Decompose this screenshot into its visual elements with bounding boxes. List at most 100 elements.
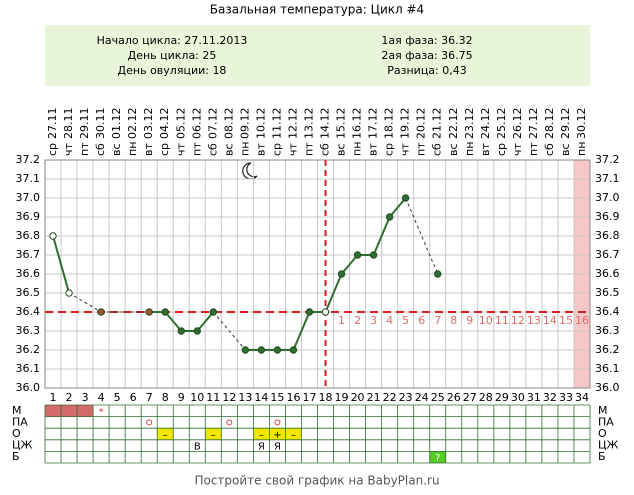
x-tick-label: 19 xyxy=(335,391,349,404)
y-tick-label: 36.8 xyxy=(16,229,41,242)
luteal-day-label: 7 xyxy=(434,314,441,327)
data-point xyxy=(385,213,394,221)
x-tick-label: 33 xyxy=(559,391,573,404)
data-point xyxy=(305,308,314,316)
symptom-text: В xyxy=(194,442,201,453)
date-label: 13.12 xyxy=(302,108,315,140)
data-point xyxy=(434,270,442,278)
x-tick-label: 13 xyxy=(238,391,252,404)
symptom-cell xyxy=(285,428,302,440)
date-label: 29.12 xyxy=(559,108,572,140)
y-tick-label-right: 37.0 xyxy=(595,191,620,204)
luteal-day-label: 16 xyxy=(575,314,589,327)
data-point xyxy=(161,308,169,316)
date-label: 12.12 xyxy=(286,108,299,140)
data-point xyxy=(401,194,410,202)
x-tick-label: 12 xyxy=(222,391,236,404)
weekday-label: ср xyxy=(270,143,283,156)
x-tick-label: 31 xyxy=(527,391,541,404)
date-label: 05.12 xyxy=(174,108,187,140)
info-line: 2ая фаза: 36.75 xyxy=(381,49,472,62)
line-segment xyxy=(340,254,359,275)
date-label: 19.12 xyxy=(399,108,412,140)
date-label: 10.12 xyxy=(254,108,267,140)
y-tick-label: 36.4 xyxy=(16,305,41,318)
y-tick-label-right: 36.9 xyxy=(595,210,620,223)
luteal-day-label: 12 xyxy=(511,314,525,327)
date-label: 26.12 xyxy=(511,108,524,140)
symptom-symbol xyxy=(226,419,233,426)
x-tick-label: 10 xyxy=(190,391,204,404)
x-tick-label: 5 xyxy=(114,391,121,404)
x-tick-label: 2 xyxy=(66,391,73,404)
weekday-label: пн xyxy=(463,142,476,156)
x-tick-label: 28 xyxy=(479,391,493,404)
x-tick-label: 7 xyxy=(146,391,153,404)
weekday-label: пн xyxy=(238,142,251,156)
symptom-row-label: Б xyxy=(12,450,20,463)
y-tick-label-right: 36.7 xyxy=(595,248,620,261)
weekday-label: сб xyxy=(94,143,107,156)
symptom-cell xyxy=(45,405,62,417)
weekday-label: вт xyxy=(254,143,267,156)
luteal-day-label: 14 xyxy=(543,314,557,327)
weekday-label: вт xyxy=(479,143,492,156)
x-tick-label: 16 xyxy=(286,391,300,404)
symptom-text: Я xyxy=(274,442,281,453)
y-tick-label: 37.2 xyxy=(16,153,41,166)
symptom-text: – xyxy=(291,430,296,441)
date-label: 27.11 xyxy=(46,108,59,140)
date-label: 23.12 xyxy=(463,108,476,140)
weekday-label: сб xyxy=(319,143,332,156)
weekday-label: чт xyxy=(174,143,187,156)
y-tick-label-right: 36.8 xyxy=(595,229,620,242)
x-tick-label: 24 xyxy=(415,391,429,404)
x-tick-label: 21 xyxy=(367,391,381,404)
weekday-label: чт xyxy=(62,143,75,156)
x-tick-label: 8 xyxy=(162,391,169,404)
date-label: 02.12 xyxy=(126,108,139,140)
y-tick-label: 36.0 xyxy=(16,381,41,394)
x-tick-label: 30 xyxy=(511,391,525,404)
data-point xyxy=(321,308,330,316)
x-tick-label: 17 xyxy=(302,391,316,404)
symptom-cell xyxy=(429,451,446,463)
date-label: 30.12 xyxy=(575,108,588,140)
symptom-text: ? xyxy=(435,453,440,464)
weekday-label: сб xyxy=(543,143,556,156)
y-tick-label-right: 36.3 xyxy=(595,324,620,337)
x-tick-label: 3 xyxy=(82,391,89,404)
weekday-label: вт xyxy=(367,143,380,156)
symptom-row-label-right: Б xyxy=(598,450,606,463)
date-label: 18.12 xyxy=(383,108,396,140)
data-point xyxy=(193,327,201,335)
y-tick-label-right: 36.4 xyxy=(595,305,620,318)
weekday-label: сб xyxy=(206,143,219,156)
x-tick-label: 11 xyxy=(206,391,220,404)
date-label: 20.12 xyxy=(415,108,428,140)
x-tick-label: 14 xyxy=(254,391,268,404)
symptom-text: Я xyxy=(258,442,265,453)
weekday-label: вт xyxy=(142,143,155,156)
luteal-day-label: 15 xyxy=(559,314,573,327)
date-label: 07.12 xyxy=(206,108,219,140)
x-tick-label: 20 xyxy=(351,391,365,404)
weekday-label: пн xyxy=(351,142,364,156)
y-tick-label: 37.0 xyxy=(16,191,41,204)
symptom-row-label-right: ПА xyxy=(598,415,614,428)
symptom-symbol xyxy=(146,419,153,426)
data-point xyxy=(145,308,153,316)
y-tick-label-right: 36.6 xyxy=(595,267,620,280)
y-tick-label: 36.3 xyxy=(16,324,41,337)
footer: Постройте свой график на BabyPlan.ru xyxy=(194,474,439,488)
date-label: 08.12 xyxy=(222,108,235,140)
date-label: 16.12 xyxy=(351,108,364,140)
x-tick-label: 4 xyxy=(98,391,105,404)
weekday-label: чт xyxy=(511,143,524,156)
x-tick-label: 26 xyxy=(447,391,461,404)
symptom-row-label: М xyxy=(12,404,22,417)
symptom-text: – xyxy=(163,430,168,441)
weekday-label: пн xyxy=(575,142,588,156)
symptom-cell xyxy=(253,428,270,440)
weekday-label: сб xyxy=(431,143,444,156)
